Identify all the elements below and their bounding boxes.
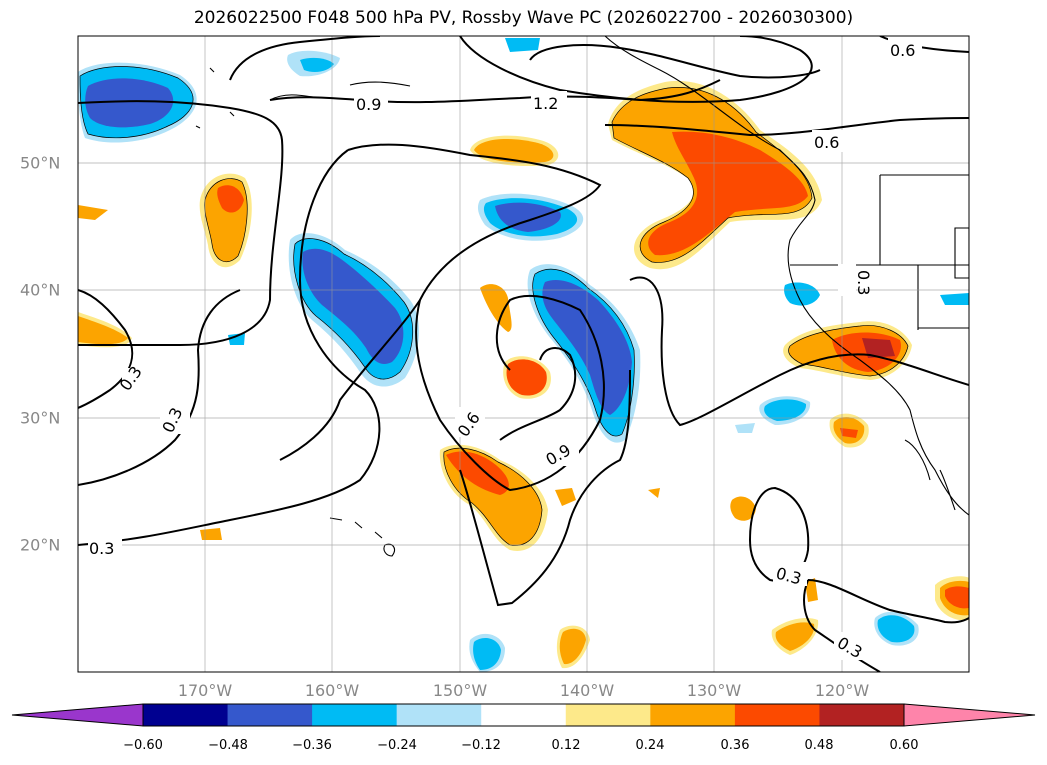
anomaly-outlines bbox=[79, 66, 909, 546]
colorbar-label: −0.36 bbox=[292, 738, 332, 753]
coastlines bbox=[195, 36, 969, 557]
contour-label: 0.6 bbox=[890, 41, 915, 60]
graticule bbox=[78, 36, 969, 672]
y-tick-label: 50°N bbox=[20, 153, 61, 173]
map-title: 2026022500 F048 500 hPa PV, Rossby Wave … bbox=[193, 8, 854, 28]
colorbar-label: 0.36 bbox=[720, 738, 750, 753]
map-frame bbox=[77, 35, 970, 673]
contour-label: 0.3 bbox=[89, 539, 114, 558]
contour-label: 0.9 bbox=[356, 95, 381, 114]
x-tick-label: 170°W bbox=[177, 681, 233, 700]
y-tick-label: 40°N bbox=[20, 280, 61, 300]
colorbar-label: −0.24 bbox=[377, 738, 417, 753]
negative-anomaly-shading bbox=[78, 38, 969, 672]
colorbar-label: −0.48 bbox=[208, 738, 248, 753]
contour-label-group: 0.6 1.2 0.9 0.6 0.3 0.3 0.3 0.6 0.9 0.3 … bbox=[88, 38, 922, 662]
colorbar-label: 0.48 bbox=[804, 738, 834, 753]
colorbar-label: 0.24 bbox=[635, 738, 665, 753]
x-tick-label: 130°W bbox=[686, 681, 742, 700]
x-tick-label: 160°W bbox=[304, 681, 360, 700]
colorbar-label: 0.60 bbox=[889, 738, 919, 753]
x-tick-label: 140°W bbox=[559, 681, 615, 700]
colorbar-label: −0.12 bbox=[461, 738, 501, 753]
contour-label: 0.6 bbox=[814, 133, 839, 152]
colorbar-label: −0.60 bbox=[123, 738, 163, 753]
contour-label: 1.2 bbox=[533, 94, 558, 113]
colorbar-label: 0.12 bbox=[551, 738, 581, 753]
y-tick-label: 20°N bbox=[20, 535, 61, 555]
x-tick-label: 150°W bbox=[432, 681, 488, 700]
contour-label: 0.3 bbox=[854, 270, 873, 295]
x-tick-label: 120°W bbox=[814, 681, 870, 700]
y-tick-label: 30°N bbox=[20, 408, 61, 428]
